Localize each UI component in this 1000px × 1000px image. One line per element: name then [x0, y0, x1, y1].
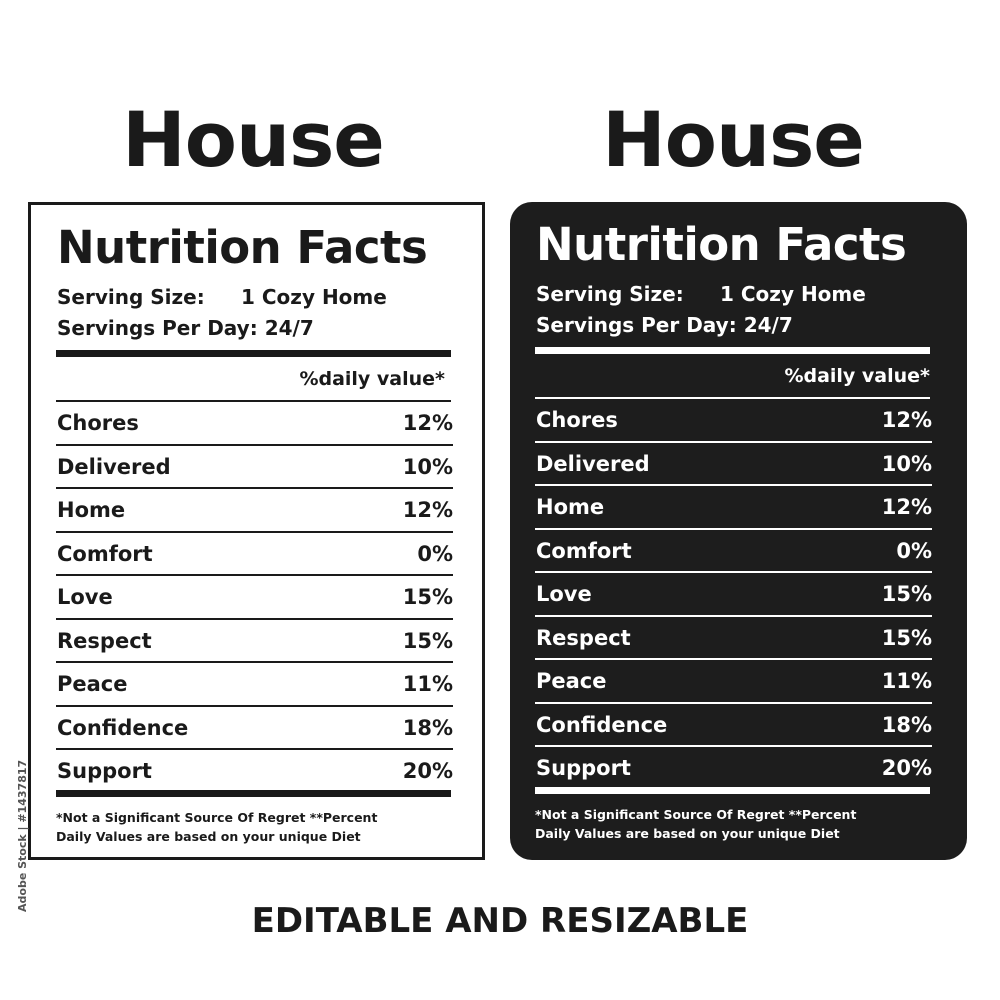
nutrient-row: Love 15% [56, 576, 453, 620]
thick-divider [56, 350, 451, 357]
stock-id-text: Adobe Stock | #1437817907 [16, 760, 29, 912]
daily-value-header: %daily value* [784, 365, 930, 387]
nutrient-row: Delivered 10% [535, 443, 932, 486]
nutrient-row: Peace 11% [535, 660, 932, 704]
nutrient-name: Chores [536, 408, 618, 432]
nutrient-percent: 10% [402, 454, 453, 479]
serving-size-value: 1 Cozy Home [720, 282, 866, 306]
nutrient-name: Home [57, 498, 126, 522]
nutrient-name: Chores [57, 411, 139, 435]
nutrient-name: Love [536, 582, 592, 606]
nutrient-percent: 11% [402, 672, 453, 696]
servings-per-day-label: Servings Per Day: [536, 313, 737, 337]
nutrient-percent: 18% [881, 712, 932, 737]
nutrient-name: Confidence [57, 715, 189, 740]
footnote: *Not a Significant Source Of Regret **Pe… [56, 808, 456, 846]
stock-id-svg: Adobe Stock | #1437817907 [16, 760, 29, 912]
nutrient-percent: 0% [896, 538, 932, 563]
nutrient-name: Home [536, 495, 605, 519]
nutrient-percent: 15% [402, 628, 453, 653]
nutrient-name: Delivered [536, 451, 650, 476]
caption: EDITABLE AND RESIZABLE [251, 901, 749, 941]
nutrient-percent: 12% [881, 408, 932, 432]
nutrient-name: Respect [536, 625, 631, 650]
nutrition-label-light: Nutrition Facts Serving Size: 1 Cozy Hom… [28, 202, 485, 860]
heading-right: House [602, 95, 865, 184]
footnote-line: *Not a Significant Source Of Regret **Pe… [56, 810, 378, 825]
servings-per-day-value: 24/7 [264, 316, 314, 340]
nutrient-row: Respect 15% [56, 620, 453, 663]
servings-per-day: Servings Per Day: 24/7 [57, 316, 314, 340]
nutrient-name: Peace [536, 669, 607, 693]
nutrient-percent: 20% [402, 759, 453, 783]
nutrient-row: Confidence 18% [56, 707, 453, 750]
nutrient-row: Love 15% [535, 573, 932, 617]
nutrient-name: Comfort [536, 538, 632, 563]
nutrient-name: Peace [57, 672, 128, 696]
footnote-line: *Not a Significant Source Of Regret **Pe… [535, 807, 857, 822]
nutrient-percent: 10% [881, 451, 932, 476]
footnote-line: Daily Values are based on your unique Di… [56, 829, 361, 844]
nutrient-row: Home 12% [56, 489, 453, 533]
divider [535, 397, 930, 399]
nutrient-row: Respect 15% [535, 617, 932, 660]
nutrient-percent: 12% [402, 498, 453, 522]
nutrient-row: Comfort 0% [535, 530, 932, 573]
nutrient-name: Love [57, 585, 113, 609]
thick-divider-bottom [56, 790, 451, 797]
nutrient-percent: 15% [402, 585, 453, 609]
nutrient-rows: Chores 12% Delivered 10% Home 12% Comfort 0%… [535, 399, 932, 789]
label-title: Nutrition Facts [536, 218, 907, 271]
nutrient-rows: Chores 12% Delivered 10% Home 12% Comfort 0%… [56, 402, 453, 792]
nutrient-row: Delivered 10% [56, 446, 453, 489]
nutrient-percent: 18% [402, 715, 453, 740]
nutrition-label-dark: Nutrition Facts Serving Size: 1 Cozy Hom… [510, 202, 967, 860]
servings-per-day-label: Servings Per Day: [57, 316, 258, 340]
nutrient-percent: 20% [881, 756, 932, 780]
nutrient-percent: 15% [881, 625, 932, 650]
servings-per-day: Servings Per Day: 24/7 [536, 313, 793, 337]
serving-size-value: 1 Cozy Home [241, 285, 387, 309]
serving-size: Serving Size: 1 Cozy Home [57, 285, 387, 309]
nutrient-row: Support 20% [535, 747, 932, 789]
footnote-line: Daily Values are based on your unique Di… [535, 826, 840, 841]
nutrient-name: Delivered [57, 454, 171, 479]
nutrient-name: Respect [57, 628, 152, 653]
divider [56, 400, 451, 402]
nutrient-percent: 15% [881, 582, 932, 606]
nutrient-row: Chores 12% [56, 402, 453, 446]
footnote: *Not a Significant Source Of Regret **Pe… [535, 805, 935, 843]
nutrient-percent: 12% [402, 411, 453, 435]
nutrient-row: Confidence 18% [535, 704, 932, 747]
nutrient-row: Home 12% [535, 486, 932, 530]
nutrient-name: Support [57, 759, 152, 783]
servings-per-day-value: 24/7 [743, 313, 793, 337]
thick-divider-bottom [535, 787, 930, 794]
nutrient-row: Chores 12% [535, 399, 932, 443]
nutrient-percent: 11% [881, 669, 932, 693]
stock-id-watermark: Adobe Stock | #1437817907 [10, 760, 32, 915]
nutrient-name: Support [536, 756, 631, 780]
heading-left: House [122, 95, 385, 184]
serving-size-label: Serving Size: [57, 285, 205, 309]
nutrient-name: Confidence [536, 712, 668, 737]
nutrient-percent: 0% [417, 541, 453, 566]
label-title: Nutrition Facts [57, 221, 428, 274]
daily-value-header: %daily value* [299, 368, 445, 390]
serving-size: Serving Size: 1 Cozy Home [536, 282, 866, 306]
nutrient-row: Support 20% [56, 750, 453, 792]
serving-size-label: Serving Size: [536, 282, 684, 306]
nutrient-row: Peace 11% [56, 663, 453, 707]
nutrient-percent: 12% [881, 495, 932, 519]
thick-divider [535, 347, 930, 354]
nutrient-row: Comfort 0% [56, 533, 453, 576]
nutrient-name: Comfort [57, 541, 153, 566]
